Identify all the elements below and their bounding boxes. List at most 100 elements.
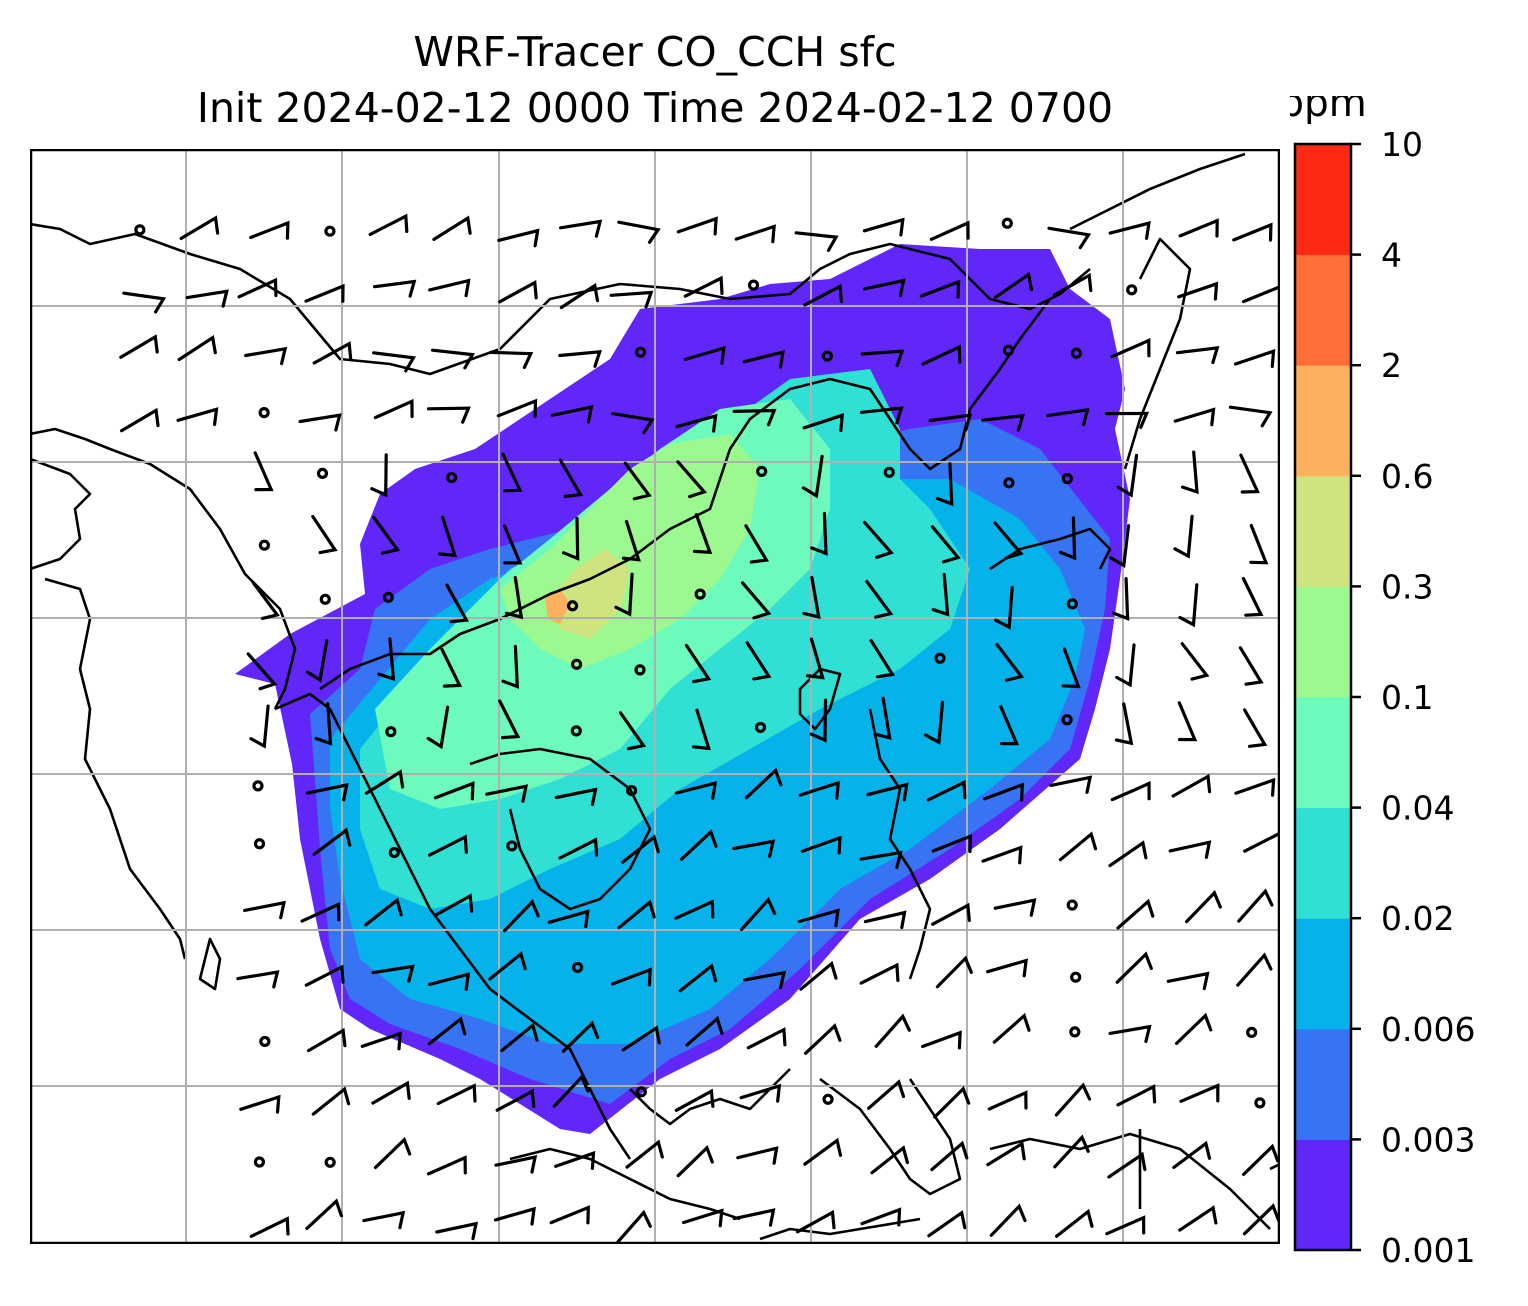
wind-barb	[809, 698, 828, 743]
wind-barb	[1175, 1012, 1213, 1045]
wind-calm-marker	[316, 467, 329, 480]
wind-calm-marker	[1001, 217, 1013, 229]
wind-barb	[1175, 346, 1220, 365]
wind-barb	[1177, 281, 1219, 301]
wind-barb	[873, 696, 892, 740]
wind-barb	[364, 897, 403, 927]
wind-barb	[745, 641, 772, 681]
wind-barb	[676, 216, 718, 236]
chart-title-line1: WRF-Tracer CO_CCH sfc	[413, 28, 897, 76]
colorbar-tick-label: 0.001	[1381, 1231, 1475, 1270]
wind-barb	[558, 837, 599, 860]
wind-barb	[863, 520, 894, 559]
wind-barb	[994, 271, 1034, 299]
wind-barb	[237, 277, 278, 299]
wind-barb	[445, 583, 469, 624]
wind-barb	[1185, 890, 1222, 924]
wind-barb	[931, 833, 973, 854]
wind-barb	[1181, 450, 1199, 495]
colorbar-tick-label: 0.003	[1381, 1120, 1475, 1159]
wind-barb	[1061, 647, 1081, 689]
colorbar-segment	[1295, 254, 1351, 366]
wind-barb	[678, 963, 718, 993]
wind-barb	[732, 839, 776, 858]
wind-barb	[244, 346, 288, 366]
wind-barb	[674, 1088, 715, 1112]
wind-barb	[1115, 643, 1136, 688]
wind-barb	[122, 291, 167, 314]
wind-barb	[810, 511, 828, 556]
wind-barb	[794, 231, 839, 252]
wind-calm-marker	[1070, 971, 1082, 983]
wind-barb	[989, 1203, 1027, 1237]
wind-barb	[428, 834, 468, 857]
wind-barb	[1108, 840, 1148, 868]
wind-barb	[743, 970, 787, 990]
wind-barb	[501, 644, 520, 689]
wind-barb	[798, 780, 841, 800]
colorbar-tick-label: 0.006	[1381, 1010, 1475, 1049]
wind-calm-marker	[385, 726, 397, 738]
wind-barb	[120, 407, 160, 433]
wind-barb	[929, 220, 970, 241]
wind-barb	[676, 1144, 714, 1178]
wind-barb	[549, 1205, 590, 1225]
wind-barb	[1105, 1215, 1146, 1236]
wind-barb	[1180, 642, 1210, 681]
wind-calm-marker	[258, 539, 270, 551]
wind-barb	[867, 1079, 906, 1110]
wind-barb	[1055, 1208, 1094, 1238]
wind-barb	[311, 514, 338, 555]
wind-barb	[693, 513, 713, 555]
wind-barb	[373, 1136, 412, 1170]
wind-barb	[1177, 701, 1198, 742]
wind-barb	[426, 406, 471, 424]
colorbar-segment	[1295, 697, 1351, 809]
wind-barb	[930, 525, 961, 564]
wind-barb	[926, 779, 967, 802]
wind-barb	[554, 787, 598, 807]
wind-barb	[617, 220, 661, 244]
wind-barb	[685, 1015, 724, 1047]
wind-barb	[860, 1207, 902, 1227]
wind-barb	[1243, 831, 1280, 853]
wind-barb	[371, 964, 415, 983]
wind-barb	[674, 899, 715, 920]
colorbar-tick-label: 0.3	[1381, 567, 1433, 606]
wind-calm-marker	[821, 350, 833, 362]
wind-barb	[489, 350, 534, 369]
wind-barb	[1108, 221, 1151, 240]
wind-barb	[621, 1025, 661, 1052]
wind-barb	[933, 1086, 971, 1119]
wind-barb	[983, 782, 1025, 802]
wind-barb	[312, 341, 353, 365]
wind-barb	[863, 910, 907, 930]
wind-barb	[550, 405, 594, 424]
wind-barb	[1179, 1083, 1220, 1103]
wind-barb	[674, 781, 718, 800]
wind-barb	[682, 1208, 724, 1228]
wind-calm-marker	[1069, 1026, 1081, 1038]
wind-calm-marker	[570, 725, 582, 737]
wind-barb	[176, 407, 219, 426]
wind-barb	[1243, 708, 1268, 748]
wind-calm-marker	[388, 846, 400, 859]
wind-barb	[615, 1209, 652, 1244]
wind-barb	[874, 1013, 911, 1048]
wind-barb	[921, 1030, 962, 1050]
wind-calm-marker	[571, 961, 584, 974]
wind-calm-marker	[253, 1156, 266, 1168]
wind-barb	[1046, 407, 1090, 427]
wind-barb	[498, 280, 538, 304]
wind-barb	[981, 413, 1025, 432]
wind-barb	[684, 643, 712, 684]
colorbar: ppm 0.001 0.003 0.006 0.02 0.04 0.1 0.3 0.6 2 4 10	[1290, 96, 1475, 1270]
wind-barb	[986, 958, 1028, 978]
wind-barb	[426, 705, 450, 750]
wind-barb	[360, 1031, 402, 1051]
wind-barb	[625, 1139, 664, 1169]
wind-barb	[504, 576, 524, 620]
concentration-field	[235, 244, 1130, 1134]
wind-barb	[805, 637, 825, 680]
colorbar-tick-label: 0.1	[1381, 678, 1433, 717]
